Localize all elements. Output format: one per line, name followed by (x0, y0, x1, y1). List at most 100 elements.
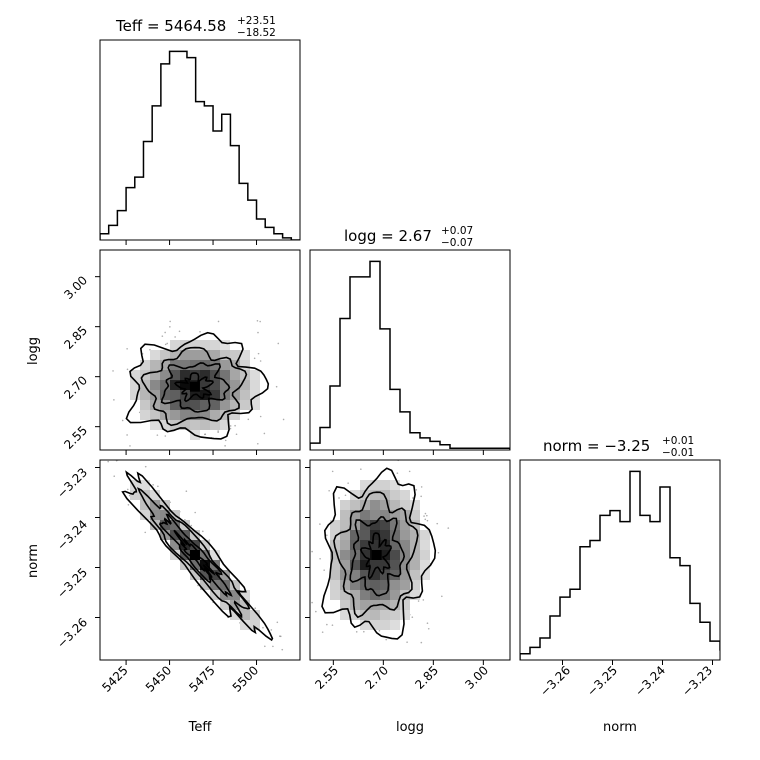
density-cell (210, 390, 220, 400)
sample-point (127, 503, 130, 506)
tick-label-norm-y-324: −3.24 (54, 517, 90, 553)
sample-point (378, 630, 381, 632)
sample-point (415, 489, 418, 491)
density-cell (190, 570, 200, 580)
density-cell (210, 350, 220, 360)
axes-frame-norm-logg (309, 459, 511, 661)
density-cell (150, 350, 160, 360)
density-cell (330, 520, 340, 530)
density-cell (400, 540, 410, 550)
density-cell (330, 580, 340, 590)
sample-point (253, 357, 256, 360)
density-cell (140, 500, 150, 510)
sample-point (166, 342, 168, 345)
hist-bar-teff-6 (152, 106, 161, 240)
density-cell (360, 610, 370, 620)
density-cell (410, 520, 420, 530)
tick-label-logg-x-255: 2.55 (312, 663, 341, 692)
density-cell (340, 580, 350, 590)
density-cell (180, 370, 190, 380)
hist-bar-norm-4 (560, 597, 570, 660)
density-cell (240, 360, 250, 370)
density-cell (340, 520, 350, 530)
sample-point (338, 497, 340, 499)
density-cell (150, 520, 160, 530)
density-cell (140, 510, 150, 520)
tick-label-norm-y-326: −3.26 (54, 615, 90, 651)
density-cell (220, 400, 230, 410)
density-cell (140, 410, 150, 420)
sample-point (175, 475, 177, 477)
density-cell (390, 480, 400, 490)
density-cell (400, 500, 410, 510)
density-cell (230, 390, 240, 400)
density-cell (220, 350, 230, 360)
sample-point (436, 522, 439, 525)
sample-point (360, 468, 362, 470)
sample-point (217, 431, 219, 433)
density-cell (380, 560, 390, 570)
hist-bar-teff-18 (257, 219, 266, 240)
sample-point (441, 595, 443, 598)
density-cell (230, 590, 240, 600)
density-cell (250, 370, 260, 380)
density-cell (210, 550, 220, 560)
density-cell (410, 590, 420, 600)
hist-bar-norm-16 (680, 566, 690, 660)
title-logg-upper: +0.07 (441, 225, 473, 237)
density-cell (160, 380, 170, 390)
density-cell (170, 370, 180, 380)
sample-point (357, 686, 359, 688)
density-cell (410, 580, 420, 590)
sample-point (259, 320, 261, 323)
sample-point (319, 523, 321, 525)
hist-bar-logg-9 (400, 412, 410, 450)
density-cell (370, 620, 380, 630)
tick-label-logg-x-270: 2.70 (362, 663, 391, 692)
density-cell (190, 560, 200, 570)
density-cell (360, 510, 370, 520)
density-cell (360, 600, 370, 610)
hist-bar-logg-8 (390, 389, 400, 450)
density-cell (170, 520, 180, 530)
hist-bar-teff-4 (135, 177, 144, 240)
density-cell (240, 370, 250, 380)
density-cell (160, 510, 170, 520)
contour-line (140, 346, 248, 427)
sample-point (331, 624, 334, 626)
sample-point (365, 436, 367, 438)
sample-point (97, 296, 99, 298)
hist-bar-logg-10 (410, 433, 420, 450)
density-cell (410, 550, 420, 560)
density-cell (160, 360, 170, 370)
sample-point (319, 557, 321, 560)
hist-bar-logg-11 (420, 438, 430, 450)
sample-point (194, 511, 196, 514)
density-cell (350, 510, 360, 520)
density-cell (360, 550, 370, 560)
density-cell (370, 520, 380, 530)
density-cell (390, 510, 400, 520)
sample-point (217, 430, 219, 432)
density-cell (170, 380, 180, 390)
sample-point (420, 486, 423, 488)
density-cell (160, 350, 170, 360)
hist-bar-norm-8 (600, 515, 610, 660)
hist-bar-teff-2 (117, 211, 126, 240)
sample-point (326, 534, 328, 536)
sample-point (277, 342, 280, 345)
density-cell (250, 620, 260, 630)
density-cell (410, 530, 420, 540)
hist-bar-norm-11 (630, 471, 640, 660)
density-cell (350, 570, 360, 580)
sample-point (254, 607, 257, 610)
density-cell (180, 380, 190, 390)
hist-teff (100, 50, 300, 240)
density-cell (400, 610, 410, 620)
sample-point (343, 444, 345, 446)
density-logg-teff (97, 296, 285, 477)
hist-bar-logg-6 (370, 261, 380, 450)
density-cell (160, 420, 170, 430)
tick-label-teff-5425: 5425 (99, 663, 130, 694)
